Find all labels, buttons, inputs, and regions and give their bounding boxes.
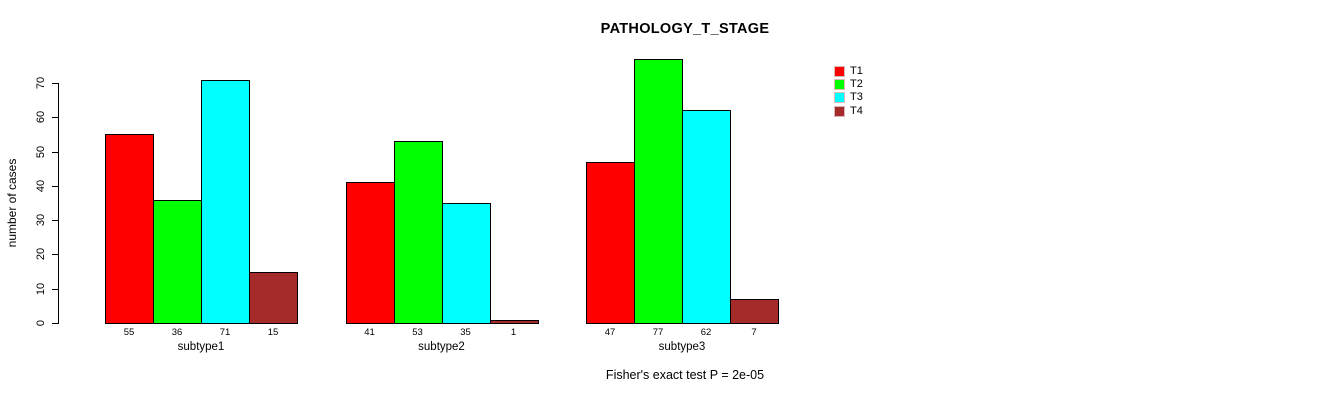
- bar-t1-subtype3: [586, 162, 635, 324]
- legend: T1 T2 T3 T4: [834, 65, 863, 118]
- bar-value-label: 7: [751, 327, 757, 338]
- bar-value-label: 36: [171, 327, 183, 338]
- bar-t3-subtype3: [682, 110, 731, 324]
- y-tick-mark: [52, 254, 58, 256]
- category-label-subtype2: subtype2: [418, 341, 465, 353]
- bar-value-label: 77: [652, 327, 664, 338]
- bar-t4-subtype1: [249, 272, 298, 324]
- y-tick-mark: [52, 220, 58, 222]
- bar-value-label: 47: [604, 327, 616, 338]
- legend-label: T3: [850, 91, 863, 104]
- y-tick-label: 50: [35, 145, 47, 158]
- bar-value-label: 71: [219, 327, 231, 338]
- bar-t2-subtype3: [634, 59, 683, 324]
- footer-note: Fisher's exact test P = 2e-05: [605, 368, 765, 382]
- legend-label: T1: [850, 65, 863, 78]
- y-tick-mark: [52, 151, 58, 153]
- legend-item-t3: T3: [834, 91, 863, 104]
- y-tick-label: 30: [35, 214, 47, 227]
- category-label-subtype3: subtype3: [658, 341, 706, 353]
- legend-swatch-t3: [834, 92, 845, 104]
- bar-value-label: 1: [510, 327, 517, 338]
- chart-title: PATHOLOGY_T_STAGE: [600, 21, 770, 37]
- bar-value-label: 53: [412, 327, 423, 338]
- y-axis-label: number of cases: [5, 158, 19, 248]
- legend-swatch-t2: [834, 79, 845, 91]
- legend-label: T2: [850, 78, 863, 91]
- y-tick-label: 0: [35, 319, 47, 327]
- y-tick-label: 10: [35, 282, 47, 295]
- bar-t1-subtype1: [105, 134, 154, 324]
- bar-value-label: 15: [267, 327, 279, 338]
- y-tick-mark: [52, 185, 58, 187]
- y-tick-label: 60: [35, 111, 47, 124]
- y-axis: [58, 83, 59, 324]
- y-tick-label: 40: [35, 179, 47, 192]
- category-label-subtype1: subtype1: [177, 341, 225, 353]
- bar-t1-subtype2: [345, 182, 395, 324]
- bar-t4-subtype2: [489, 320, 539, 324]
- y-tick-mark: [52, 83, 58, 84]
- bar-t3-subtype1: [201, 80, 250, 324]
- bar-value-label: 55: [123, 327, 135, 338]
- bar-value-label: 62: [700, 327, 712, 338]
- legend-item-t1: T1: [834, 65, 863, 78]
- bar-t2-subtype2: [393, 141, 443, 324]
- bar-t3-subtype2: [441, 203, 491, 324]
- y-tick-mark: [52, 323, 58, 324]
- y-tick-mark: [52, 117, 58, 119]
- y-tick-label: 20: [35, 248, 47, 261]
- y-tick-label: 70: [35, 76, 47, 90]
- bar-t2-subtype1: [153, 200, 202, 324]
- legend-swatch-t4: [834, 105, 845, 117]
- legend-item-t2: T2: [834, 78, 863, 91]
- y-tick-mark: [52, 288, 58, 290]
- legend-label: T4: [850, 104, 863, 117]
- bar-value-label: 41: [364, 327, 375, 338]
- bar-value-label: 35: [460, 327, 471, 338]
- bar-t4-subtype3: [730, 299, 779, 324]
- legend-swatch-t1: [834, 66, 845, 78]
- legend-item-t4: T4: [834, 105, 863, 118]
